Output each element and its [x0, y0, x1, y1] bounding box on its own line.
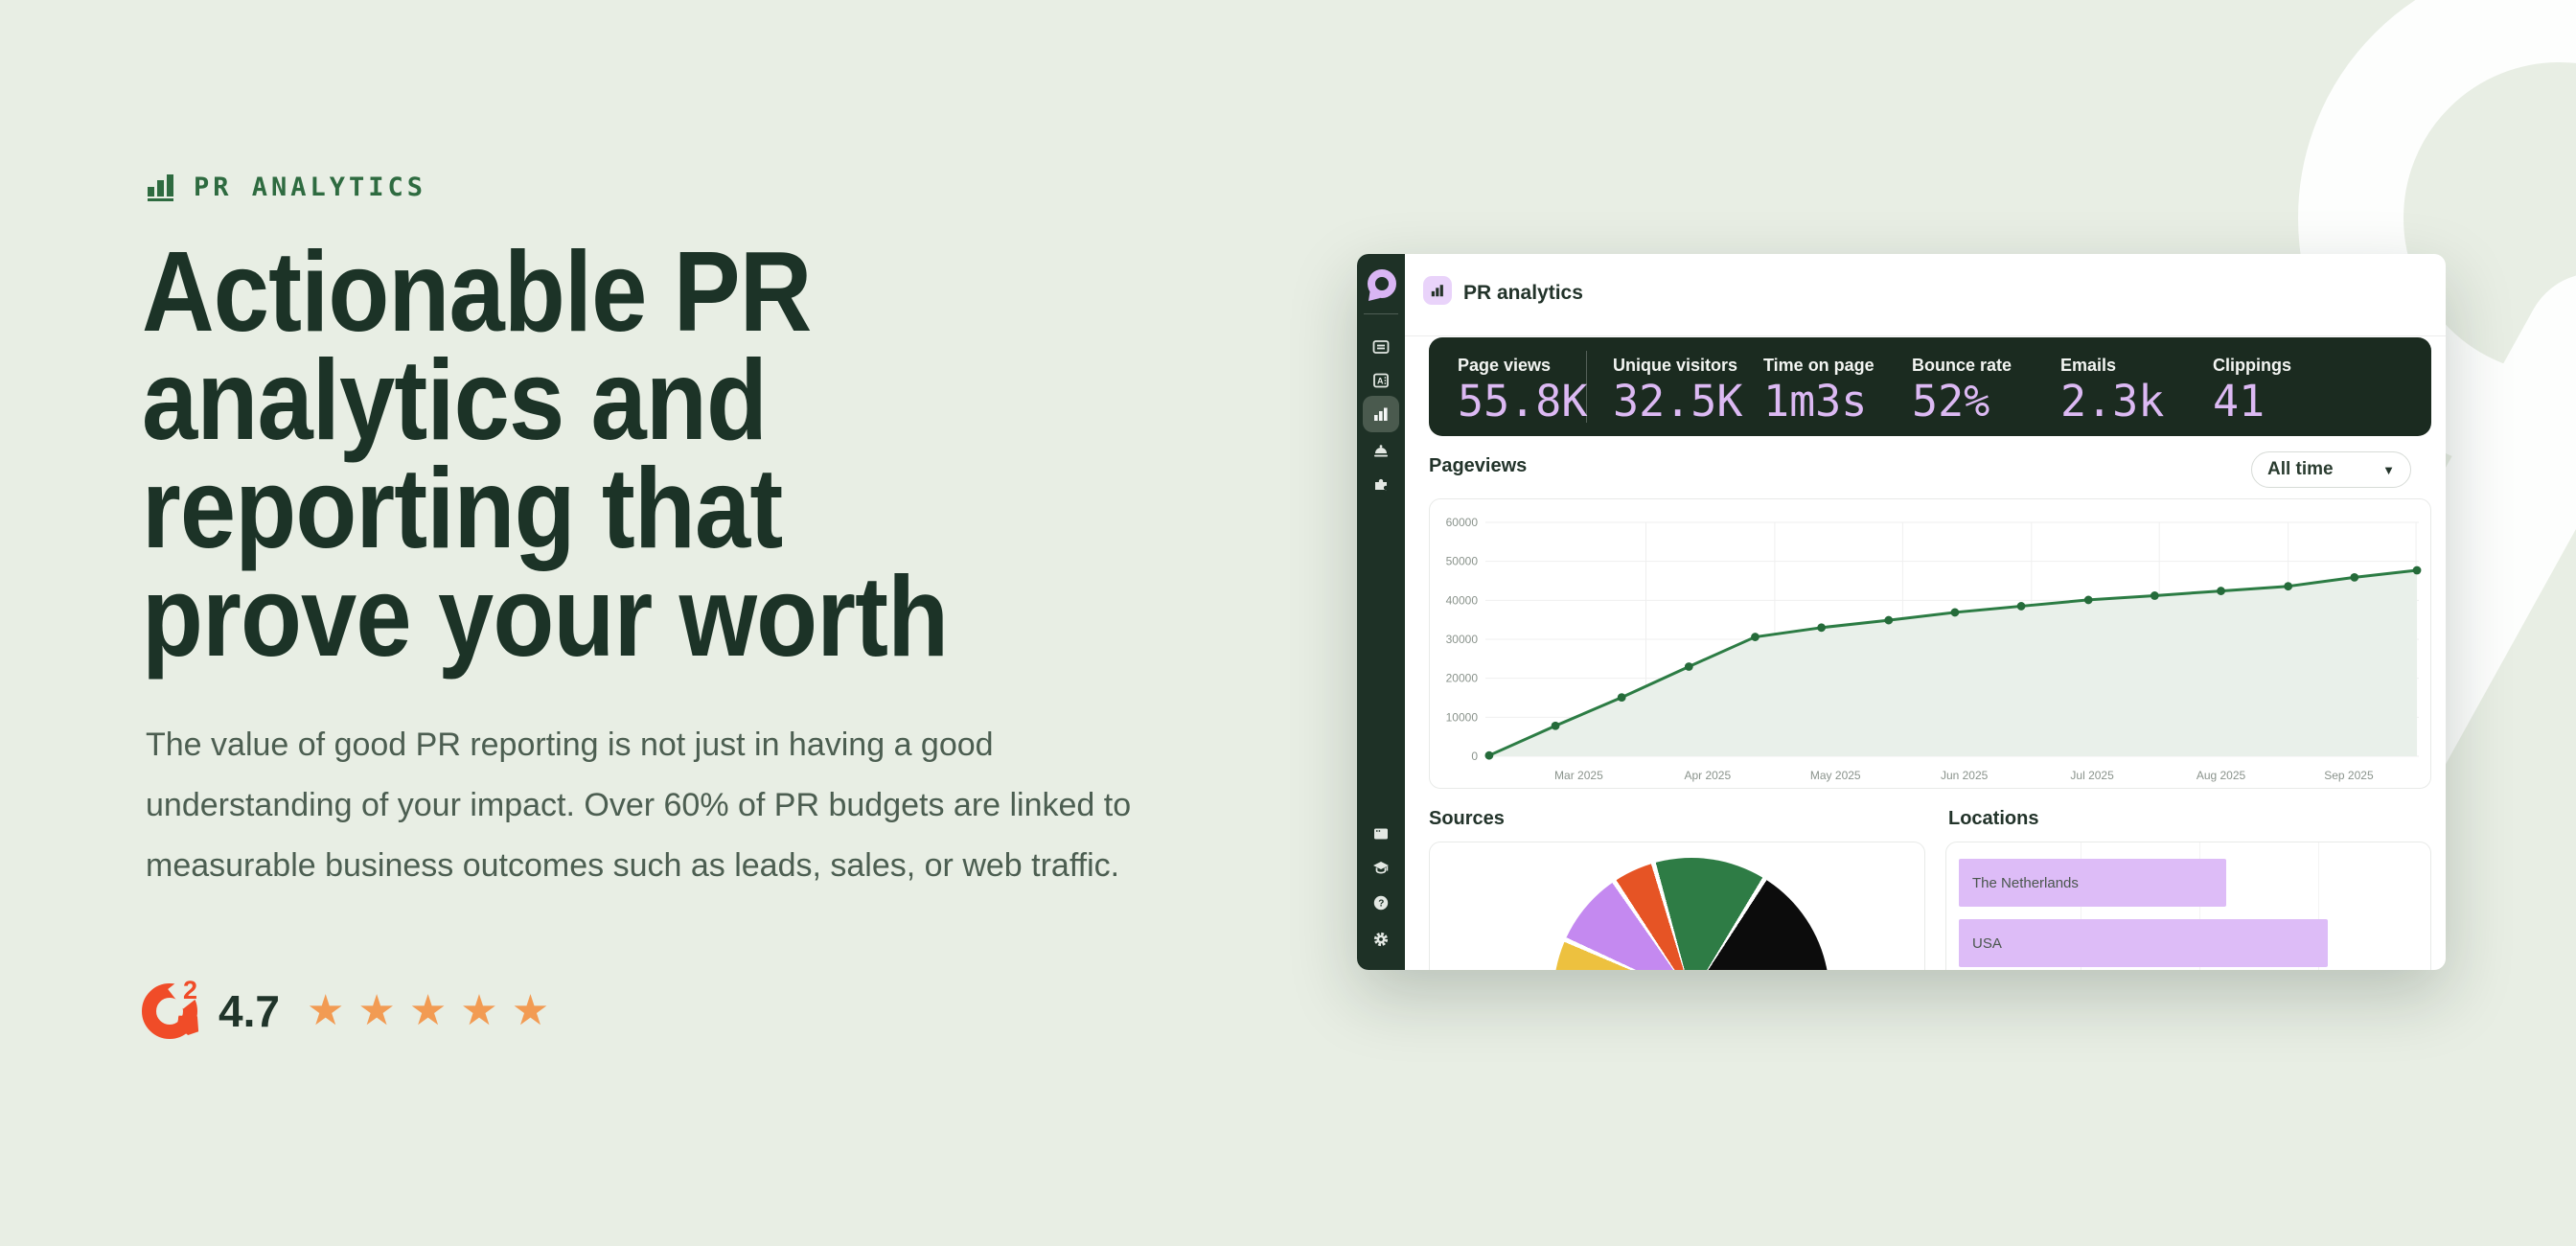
sidebar-item-academy[interactable]: [1372, 859, 1390, 876]
eyebrow: PR ANALYTICS: [146, 171, 426, 203]
svg-text:30000: 30000: [1446, 633, 1479, 646]
sources-card: [1429, 842, 1925, 970]
page-title-line: prove your worth: [142, 553, 949, 681]
chevron-down-icon: ▼: [2382, 462, 2395, 477]
svg-text:Apr 2025: Apr 2025: [1684, 769, 1731, 782]
page-title-line: Actionable PR: [142, 228, 812, 356]
analytics-chip-icon: [1431, 285, 1443, 297]
svg-text:Aug 2025: Aug 2025: [2196, 769, 2246, 782]
svg-text:20000: 20000: [1446, 672, 1479, 685]
location-bar-label: The Netherlands: [1972, 874, 2079, 891]
locations-title: Locations: [1948, 808, 2039, 829]
pageviews-title: Pageviews: [1429, 455, 1528, 476]
sidebar-item-browser[interactable]: [1372, 825, 1390, 842]
sources-title: Sources: [1429, 808, 1505, 829]
time-range-dropdown[interactable]: All time ▼: [2251, 451, 2411, 488]
locations-card: The Netherlands USA: [1945, 842, 2431, 970]
g2-rating: 2 4.7 ★★★★★: [142, 971, 564, 1039]
svg-text:0: 0: [1471, 750, 1478, 763]
sidebar-divider: [1364, 313, 1398, 314]
header-divider: [1405, 335, 2446, 336]
sidebar-item-settings-gear[interactable]: [1372, 931, 1390, 948]
sidebar-item-help[interactable]: ?: [1372, 894, 1390, 911]
sidebar-item-services-bell[interactable]: [1372, 442, 1390, 459]
sidebar-item-analytics-icon[interactable]: [1372, 405, 1390, 423]
location-bar: The Netherlands: [1959, 859, 2226, 907]
sidebar-item-integrations-puzzle[interactable]: [1372, 475, 1390, 493]
stat-divider: [1586, 351, 1587, 423]
rating-stars: ★★★★★: [306, 987, 564, 1034]
presspage-logo-icon: [1368, 269, 1396, 301]
svg-text:Jul 2025: Jul 2025: [2070, 769, 2114, 782]
page-title-line: analytics and: [142, 336, 768, 464]
dashboard-main: PR analytics Page views 55.8K Unique vis…: [1405, 254, 2446, 970]
svg-text:Jun 2025: Jun 2025: [1941, 769, 1989, 782]
app-logo-chip: [1423, 276, 1452, 305]
pageviews-chart-card: 0 10000 20000 30000 40000 50000 60000 Mar 2025 A…: [1429, 498, 2431, 789]
bar-chart-icon: [148, 174, 173, 201]
hero-paragraph: The value of good PR reporting is not ju…: [146, 727, 1132, 884]
svg-text:10000: 10000: [1446, 710, 1479, 724]
page-title-line: reporting that: [142, 445, 783, 572]
sidebar: A: [1357, 254, 1405, 970]
eyebrow-label: PR ANALYTICS: [194, 172, 427, 202]
svg-text:Sep 2025: Sep 2025: [2324, 769, 2374, 782]
svg-text:?: ?: [1378, 899, 1384, 910]
svg-text:50000: 50000: [1446, 555, 1479, 568]
app-title: PR analytics: [1463, 282, 1583, 304]
location-bar-label: USA: [1972, 934, 2002, 952]
svg-text:May 2025: May 2025: [1810, 769, 1861, 782]
kpi-stats-bar: Page views 55.8K Unique visitors 32.5K T…: [1429, 337, 2431, 436]
page-title: Actionable PR analytics and reporting th…: [142, 228, 949, 681]
g2-logo-icon: 2: [142, 971, 206, 1039]
sidebar-item-contacts[interactable]: A: [1372, 372, 1390, 389]
dashboard-window: A: [1357, 254, 2446, 970]
svg-text:60000: 60000: [1446, 516, 1479, 529]
rating-score: 4.7: [218, 986, 280, 1036]
svg-text:A: A: [1377, 377, 1384, 386]
svg-text:40000: 40000: [1446, 593, 1479, 607]
sources-pie-chart: [1553, 858, 1829, 970]
location-bar: USA: [1959, 919, 2328, 967]
time-range-value: All time: [2267, 459, 2334, 479]
sidebar-item-newsroom[interactable]: [1372, 338, 1390, 356]
gridline: [2318, 842, 2319, 970]
pageviews-line-chart: 0 10000 20000 30000 40000 50000 60000 Mar 2025 A…: [1446, 516, 2422, 782]
svg-text:Mar 2025: Mar 2025: [1554, 769, 1603, 782]
